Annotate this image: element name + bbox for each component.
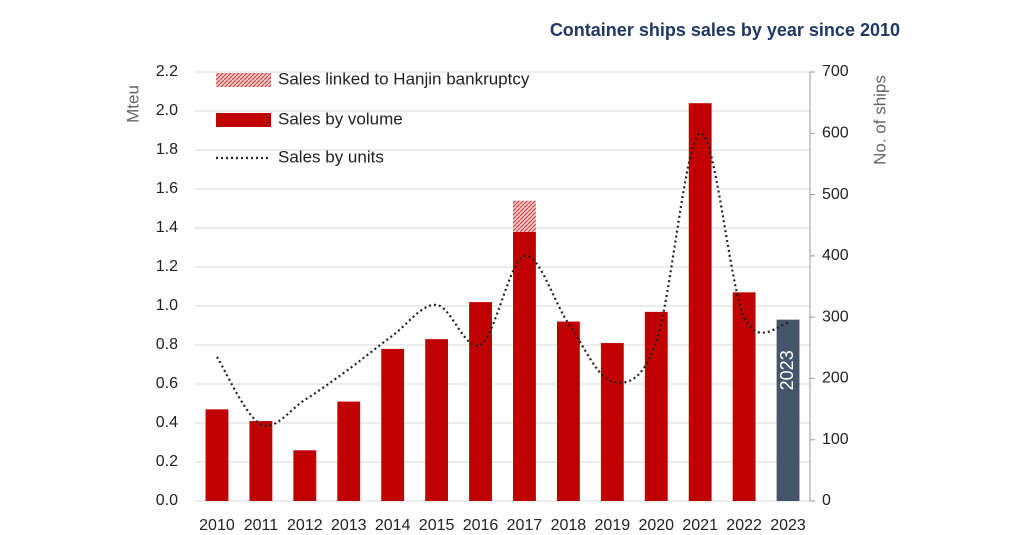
bar: [600, 343, 624, 501]
legend-swatch: [216, 113, 271, 127]
x-tick-label: 2011: [244, 517, 279, 534]
x-tick-label: 2016: [463, 517, 499, 534]
y-tick-label: 1.8: [156, 141, 178, 158]
y-tick-label: 2.2: [156, 63, 178, 80]
bar: [732, 292, 756, 501]
x-tick-label: 2014: [375, 517, 411, 534]
bar: [644, 311, 668, 501]
y-tick-label: 1.4: [156, 219, 178, 236]
bar: [205, 409, 229, 501]
y-tick-label: 0.8: [156, 336, 178, 353]
y-tick-label: 0.2: [156, 453, 178, 470]
x-tick-label: 2012: [287, 517, 323, 534]
x-tick-label: 2010: [199, 517, 235, 534]
bar: [337, 401, 361, 501]
y-tick-label: 0.0: [156, 492, 178, 509]
legend-label: Sales linked to Hanjin bankruptcy: [278, 69, 530, 88]
bar: [556, 321, 580, 501]
y-tick-label: 0.6: [156, 375, 178, 392]
y2-tick-label: 100: [822, 431, 849, 448]
x-tick-label: 2018: [551, 517, 587, 534]
y-axis-title: Mteu: [123, 85, 142, 123]
chart-title: Container ships sales by year since 2010: [550, 20, 900, 40]
y2-tick-label: 300: [822, 308, 849, 325]
x-tick-label: 2021: [682, 517, 718, 534]
legend-swatch: [216, 73, 271, 87]
bar-label: 2023: [777, 350, 797, 390]
bar: [249, 421, 273, 501]
y-tick-label: 1.6: [156, 180, 178, 197]
y2-tick-label: 400: [822, 247, 849, 264]
y2-axis-title: No. of ships: [870, 75, 889, 165]
y-tick-label: 1.2: [156, 258, 178, 275]
x-tick-label: 2022: [726, 517, 762, 534]
bar: [513, 231, 536, 501]
y2-tick-label: 0: [822, 492, 831, 509]
y-tick-label: 1.0: [156, 297, 178, 314]
y2-tick-label: 700: [822, 63, 849, 80]
legend-label: Sales by units: [278, 147, 384, 166]
y2-tick-label: 200: [822, 370, 849, 387]
x-tick-label: 2023: [770, 517, 806, 534]
bar: [425, 339, 449, 501]
bar: [688, 103, 712, 501]
y-tick-label: 0.4: [156, 414, 178, 431]
legend-label: Sales by volume: [278, 109, 403, 128]
bar: [776, 319, 800, 501]
y2-tick-label: 500: [822, 186, 849, 203]
bar: [293, 450, 317, 501]
bar: [469, 302, 492, 501]
x-tick-label: 2013: [331, 517, 367, 534]
bar: [381, 348, 405, 501]
bar-segment: [513, 200, 536, 232]
x-tick-label: 2020: [638, 517, 674, 534]
x-tick-label: 2017: [507, 517, 543, 534]
x-tick-label: 2015: [419, 517, 455, 534]
x-tick-label: 2019: [595, 517, 631, 534]
y2-tick-label: 600: [822, 125, 849, 142]
y-tick-label: 2.0: [156, 102, 178, 119]
